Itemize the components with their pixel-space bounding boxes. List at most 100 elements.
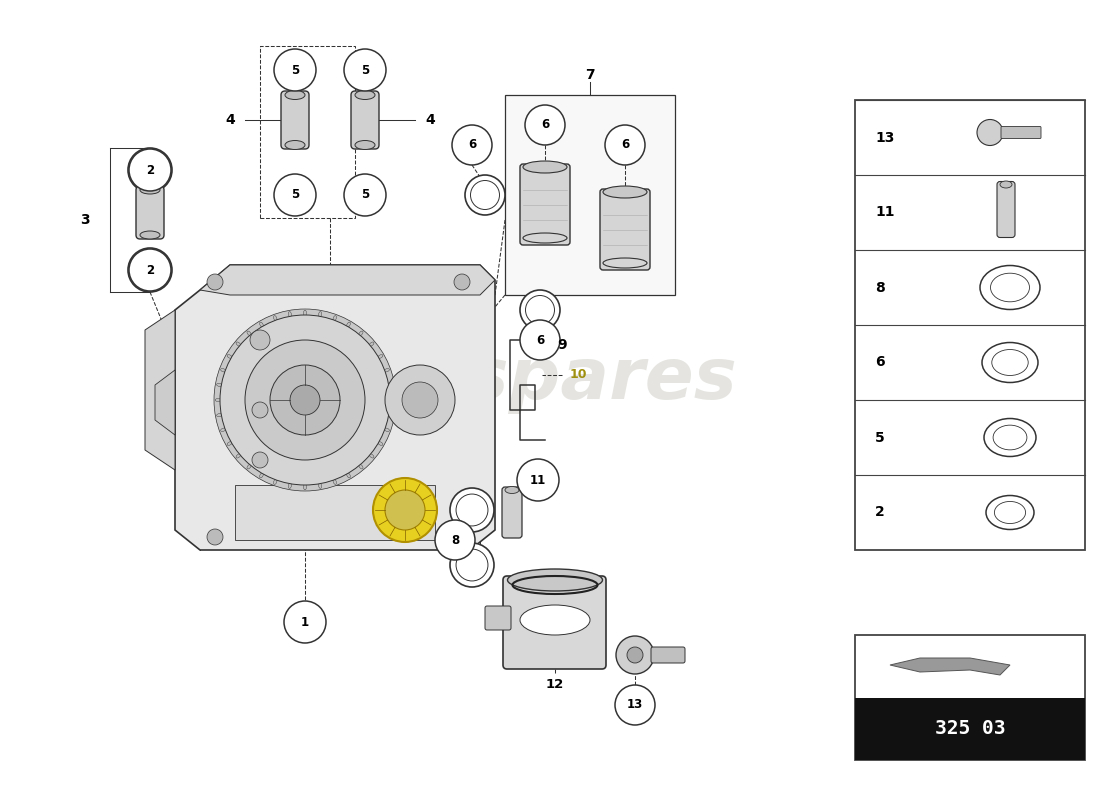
Ellipse shape xyxy=(285,90,305,99)
Circle shape xyxy=(270,365,340,435)
Polygon shape xyxy=(175,265,495,550)
Ellipse shape xyxy=(140,186,159,194)
Ellipse shape xyxy=(288,312,292,317)
Text: 325 03: 325 03 xyxy=(935,719,1005,738)
Text: 9: 9 xyxy=(558,338,566,352)
Circle shape xyxy=(220,315,390,485)
Polygon shape xyxy=(155,370,175,435)
Ellipse shape xyxy=(982,342,1038,382)
Circle shape xyxy=(616,636,654,674)
Circle shape xyxy=(385,365,455,435)
Circle shape xyxy=(250,330,270,350)
Ellipse shape xyxy=(228,354,232,358)
Text: 10: 10 xyxy=(570,369,586,382)
Ellipse shape xyxy=(389,398,395,402)
Circle shape xyxy=(207,274,223,290)
FancyBboxPatch shape xyxy=(1001,126,1041,138)
Ellipse shape xyxy=(370,454,374,458)
Text: 5: 5 xyxy=(290,63,299,77)
Circle shape xyxy=(452,125,492,165)
Ellipse shape xyxy=(465,175,505,215)
Text: 2: 2 xyxy=(874,506,884,519)
Circle shape xyxy=(605,125,645,165)
Circle shape xyxy=(434,520,475,560)
Circle shape xyxy=(454,529,470,545)
Ellipse shape xyxy=(248,464,251,469)
FancyBboxPatch shape xyxy=(600,189,650,270)
Ellipse shape xyxy=(333,316,337,321)
FancyBboxPatch shape xyxy=(997,182,1015,238)
Text: eurospares: eurospares xyxy=(280,346,737,414)
Circle shape xyxy=(252,452,268,468)
Circle shape xyxy=(520,320,560,360)
Ellipse shape xyxy=(520,605,590,635)
Circle shape xyxy=(977,119,1003,146)
Ellipse shape xyxy=(304,484,307,490)
Circle shape xyxy=(373,478,437,542)
Text: 5: 5 xyxy=(290,189,299,202)
Text: a passionate parts since 1985: a passionate parts since 1985 xyxy=(220,476,482,494)
Text: 2: 2 xyxy=(146,263,154,277)
Ellipse shape xyxy=(274,316,277,321)
Circle shape xyxy=(207,529,223,545)
Text: 6: 6 xyxy=(874,355,884,370)
Ellipse shape xyxy=(319,483,321,488)
Text: 7: 7 xyxy=(585,68,595,82)
Circle shape xyxy=(284,601,326,643)
Ellipse shape xyxy=(450,543,494,587)
Circle shape xyxy=(402,382,438,418)
Circle shape xyxy=(129,249,170,291)
Ellipse shape xyxy=(221,369,226,372)
Circle shape xyxy=(385,490,425,530)
Polygon shape xyxy=(890,658,1010,675)
Circle shape xyxy=(627,647,644,663)
FancyBboxPatch shape xyxy=(855,635,1085,760)
Text: 11: 11 xyxy=(530,474,546,486)
Text: 13: 13 xyxy=(627,698,644,711)
Ellipse shape xyxy=(333,479,337,484)
FancyBboxPatch shape xyxy=(855,698,1085,760)
FancyBboxPatch shape xyxy=(651,647,685,663)
Text: 6: 6 xyxy=(541,118,549,131)
Text: 3: 3 xyxy=(80,213,90,227)
Ellipse shape xyxy=(994,502,1025,523)
Ellipse shape xyxy=(355,90,375,99)
Ellipse shape xyxy=(984,418,1036,457)
Circle shape xyxy=(245,340,365,460)
Ellipse shape xyxy=(359,464,363,469)
Ellipse shape xyxy=(992,350,1028,375)
Circle shape xyxy=(214,309,396,491)
Ellipse shape xyxy=(377,442,383,446)
Circle shape xyxy=(454,274,470,290)
Ellipse shape xyxy=(134,154,166,186)
Circle shape xyxy=(129,149,170,191)
Circle shape xyxy=(290,385,320,415)
FancyBboxPatch shape xyxy=(235,485,434,540)
Text: 8: 8 xyxy=(451,534,459,546)
Ellipse shape xyxy=(993,425,1027,450)
Circle shape xyxy=(344,49,386,91)
Ellipse shape xyxy=(346,322,351,327)
Ellipse shape xyxy=(526,295,554,325)
Text: 6: 6 xyxy=(536,334,544,346)
Ellipse shape xyxy=(228,442,232,446)
Ellipse shape xyxy=(236,342,241,346)
Ellipse shape xyxy=(986,495,1034,530)
Ellipse shape xyxy=(355,141,375,150)
Ellipse shape xyxy=(377,354,383,358)
Circle shape xyxy=(274,49,316,91)
Ellipse shape xyxy=(505,486,519,494)
Ellipse shape xyxy=(522,161,566,173)
Ellipse shape xyxy=(128,248,172,292)
Circle shape xyxy=(274,174,316,216)
Ellipse shape xyxy=(980,266,1040,310)
Ellipse shape xyxy=(456,494,488,526)
Circle shape xyxy=(615,685,654,725)
Ellipse shape xyxy=(384,369,389,372)
Ellipse shape xyxy=(346,473,351,478)
Ellipse shape xyxy=(260,322,263,327)
Ellipse shape xyxy=(1000,181,1012,188)
FancyBboxPatch shape xyxy=(520,164,570,245)
Ellipse shape xyxy=(990,274,1030,302)
Ellipse shape xyxy=(285,141,305,150)
